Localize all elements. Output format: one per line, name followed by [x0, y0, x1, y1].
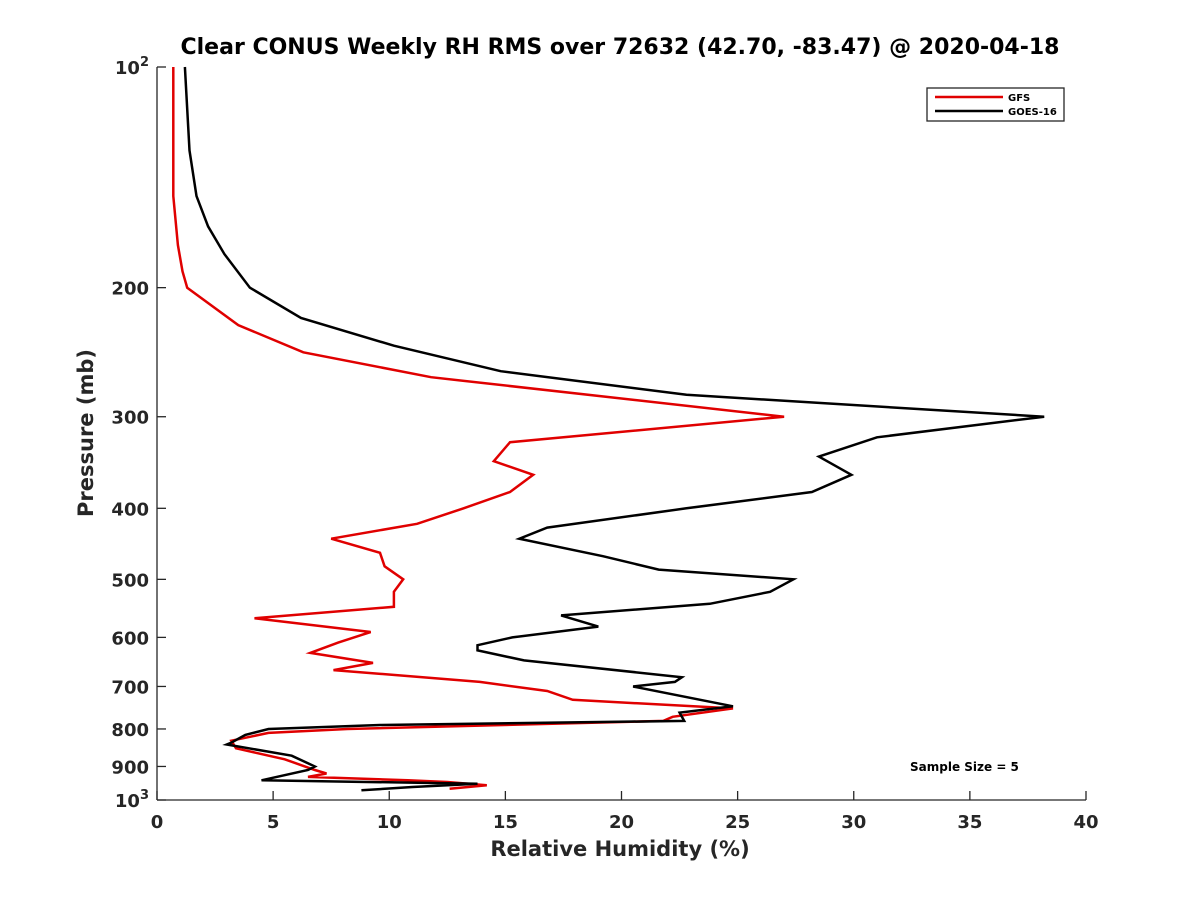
series-layer [172, 66, 1045, 792]
series-line-gfs [172, 67, 785, 790]
y-tick-exponent: 3 [140, 788, 149, 803]
chart-title: Clear CONUS Weekly RH RMS over 72632 (42… [181, 35, 1060, 60]
y-tick-base: 900 [111, 757, 149, 778]
y-axis-label: Pressure (mb) [74, 349, 98, 517]
legend-label-goes16: GOES-16 [1008, 107, 1057, 118]
legend-label-gfs: GFS [1008, 93, 1030, 104]
y-tick-label: 900 [111, 757, 149, 778]
y-tick-label: 400 [111, 499, 149, 520]
y-tick-base: 200 [111, 279, 149, 300]
plot-background [157, 67, 1086, 800]
y-tick-label: 700 [111, 677, 149, 698]
plot-area [157, 67, 1086, 800]
x-tick-label: 40 [1073, 812, 1098, 833]
legend-box [926, 87, 1065, 122]
y-tick-label: 500 [111, 570, 149, 591]
y-tick-base: 400 [111, 499, 149, 520]
y-tick-label: 300 [111, 408, 149, 429]
y-tick-base: 600 [111, 628, 149, 649]
x-tick-label: 5 [267, 812, 280, 833]
y-tick-base: 800 [111, 720, 149, 741]
series-line-goes-16 [183, 66, 1045, 792]
y-tick-label: 103 [115, 788, 149, 812]
x-tick-label: 35 [957, 812, 982, 833]
legend: GFS GOES-16 [926, 87, 1065, 122]
y-tick-label: 200 [111, 279, 149, 300]
y-tick-base: 500 [111, 570, 149, 591]
x-ticks: 0 5 10 15 20 25 30 35 40 [151, 791, 1099, 833]
y-tick-exponent: 2 [140, 55, 149, 70]
x-tick-label: 10 [377, 812, 402, 833]
x-tick-label: 25 [725, 812, 750, 833]
y-tick-base: 10 [115, 58, 140, 79]
x-tick-label: 15 [493, 812, 518, 833]
x-tick-label: 0 [151, 812, 164, 833]
y-tick-label: 800 [111, 720, 149, 741]
y-tick-label: 102 [115, 55, 149, 79]
x-tick-label: 20 [609, 812, 634, 833]
sample-size-annotation: Sample Size = 5 [910, 760, 1019, 774]
y-tick-base: 300 [111, 408, 149, 429]
x-tick-label: 30 [841, 812, 866, 833]
y-tick-base: 10 [115, 791, 140, 812]
y-tick-base: 700 [111, 677, 149, 698]
x-axis-label: Relative Humidity (%) [490, 837, 749, 861]
y-tick-label: 600 [111, 628, 149, 649]
